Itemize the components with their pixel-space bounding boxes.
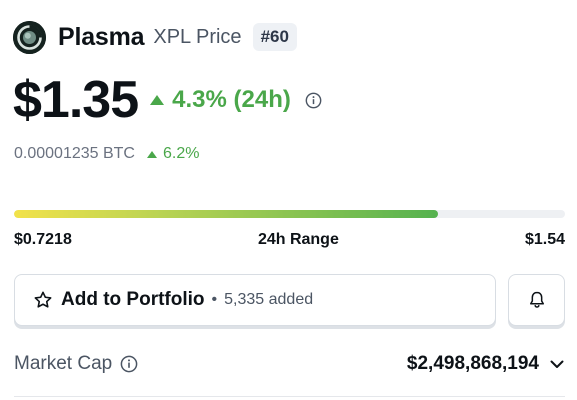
price-change-24h: 4.3% (24h) bbox=[150, 86, 291, 114]
market-cap-label-group: Market Cap bbox=[14, 353, 138, 375]
portfolio-separator: • bbox=[211, 291, 218, 308]
chevron-down-icon[interactable] bbox=[549, 356, 565, 372]
btc-change: 6.2% bbox=[146, 145, 200, 163]
range-bar-fill bbox=[14, 210, 439, 218]
market-cap-value-group: $2,498,868,194 bbox=[407, 353, 565, 375]
up-triangle-icon bbox=[150, 95, 165, 105]
price-row: $1.35 4.3% (24h) bbox=[13, 70, 322, 130]
portfolio-button-label: Add to Portfolio bbox=[61, 289, 205, 310]
btc-price: 0.00001235 BTC bbox=[14, 145, 135, 162]
coin-name: Plasma bbox=[58, 22, 145, 51]
range-high: $1.54 bbox=[524, 231, 565, 248]
range-labels: $0.7218 24h Range $1.54 bbox=[14, 231, 565, 249]
rank-badge: #60 bbox=[252, 23, 297, 51]
add-to-portfolio-button[interactable]: Add to Portfolio • 5,335 added bbox=[14, 274, 496, 326]
current-price: $1.35 bbox=[13, 71, 139, 129]
market-cap-label: Market Cap bbox=[14, 353, 113, 374]
up-triangle-icon bbox=[146, 150, 157, 158]
bell-icon bbox=[529, 291, 544, 308]
star-icon bbox=[34, 291, 52, 308]
btc-change-value: 6.2% bbox=[162, 145, 200, 162]
price-alert-button[interactable] bbox=[508, 274, 565, 326]
plasma-logo-icon bbox=[13, 20, 46, 54]
divider bbox=[14, 396, 565, 397]
range-low: $0.7218 bbox=[14, 231, 72, 248]
info-icon[interactable] bbox=[305, 92, 322, 109]
market-cap-row[interactable]: Market Cap $2,498,868,194 bbox=[14, 345, 565, 383]
portfolio-count: 5,335 added bbox=[224, 291, 314, 308]
market-cap-value: $2,498,868,194 bbox=[406, 353, 539, 374]
range-label: 24h Range bbox=[257, 231, 339, 248]
info-icon[interactable] bbox=[120, 355, 138, 373]
price-change-value: 4.3% (24h) bbox=[172, 86, 291, 113]
range-bar bbox=[14, 210, 565, 218]
btc-price-row: 0.00001235 BTC 6.2% bbox=[14, 145, 199, 163]
coin-subtitle: XPL Price bbox=[153, 25, 242, 48]
coin-header: Plasma XPL Price #60 bbox=[13, 20, 297, 54]
